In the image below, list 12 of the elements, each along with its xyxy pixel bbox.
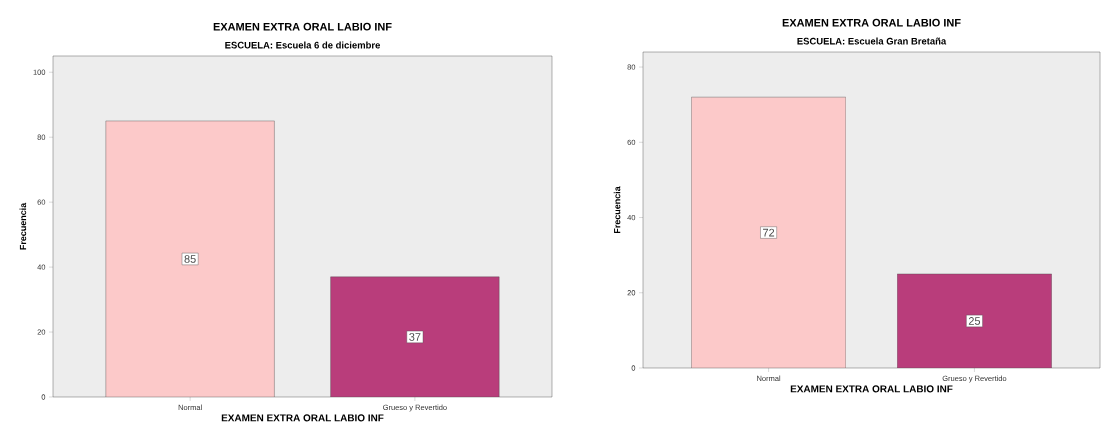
data-label: 85	[184, 255, 196, 263]
x-axis-title: EXAMEN EXTRA ORAL LABIO INF	[221, 414, 384, 422]
chart-title: EXAMEN EXTRA ORAL LABIO INF	[213, 22, 392, 31]
chart-subtitle: ESCUELA: Escuela 6 de diciembre	[225, 41, 381, 49]
data-label: 72	[763, 228, 775, 237]
data-label: 25	[968, 317, 981, 325]
data-label: 37	[409, 333, 421, 341]
y-axis-title: Frecuencia	[19, 202, 27, 250]
chart-subtitle: ESCUELA: Escuela Gran Bretaña	[797, 37, 947, 45]
chart-title: EXAMEN EXTRA ORAL LABIO INF	[782, 18, 961, 27]
x-axis-title: EXAMEN EXTRA ORAL LABIO INF	[790, 385, 953, 393]
y-axis-title: Frecuencia	[613, 186, 621, 234]
